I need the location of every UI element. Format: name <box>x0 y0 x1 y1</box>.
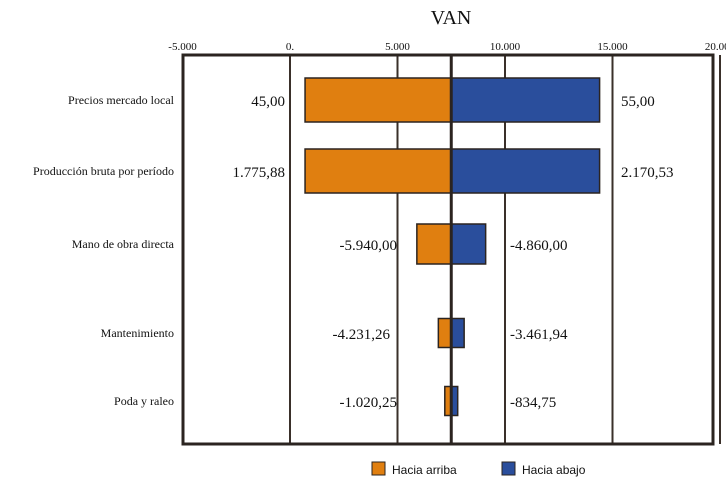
bar-up <box>437 317 453 349</box>
legend-swatch <box>501 461 516 476</box>
value-label-up: -4.231,26 <box>333 327 391 343</box>
value-label-up: -1.020,25 <box>340 395 398 411</box>
bar-down <box>450 148 601 194</box>
value-label-up: -5.940,00 <box>340 238 398 254</box>
category-label: Mano de obra directa <box>72 237 175 251</box>
bar-up <box>416 223 453 265</box>
plot-frame <box>181 53 715 446</box>
bar-down <box>450 317 465 349</box>
x-tick-label: -5.000 <box>168 41 197 53</box>
category-label: Producción bruta por período <box>33 164 174 178</box>
x-tick-label: 15.000 <box>597 41 628 53</box>
value-label-up: 45,00 <box>251 94 285 110</box>
value-label-down: 2.170,53 <box>621 165 674 181</box>
value-label-up: 1.775,88 <box>233 165 286 181</box>
legend-swatch <box>371 461 386 476</box>
value-label-down: 55,00 <box>621 94 655 110</box>
legend-label: Hacia abajo <box>522 463 586 477</box>
chart-title: VAN <box>431 7 472 29</box>
value-label-down: -834,75 <box>510 395 556 411</box>
bar-down <box>450 77 601 123</box>
category-label: Poda y raleo <box>114 394 174 408</box>
value-label-down: -4.860,00 <box>510 238 568 254</box>
category-label: Mantenimiento <box>101 326 174 340</box>
x-tick-label: 0. <box>286 41 295 53</box>
x-tick-label: 10.000 <box>490 41 521 53</box>
category-label: Precios mercado local <box>68 93 175 107</box>
bar-up <box>304 148 452 194</box>
value-label-down: -3.461,94 <box>510 327 568 343</box>
bar-up <box>304 77 452 123</box>
x-tick-label: 5.000 <box>385 41 410 53</box>
legend-label: Hacia arriba <box>392 463 457 477</box>
bar-down <box>450 223 487 265</box>
x-tick-label: 20.000 <box>705 41 726 53</box>
